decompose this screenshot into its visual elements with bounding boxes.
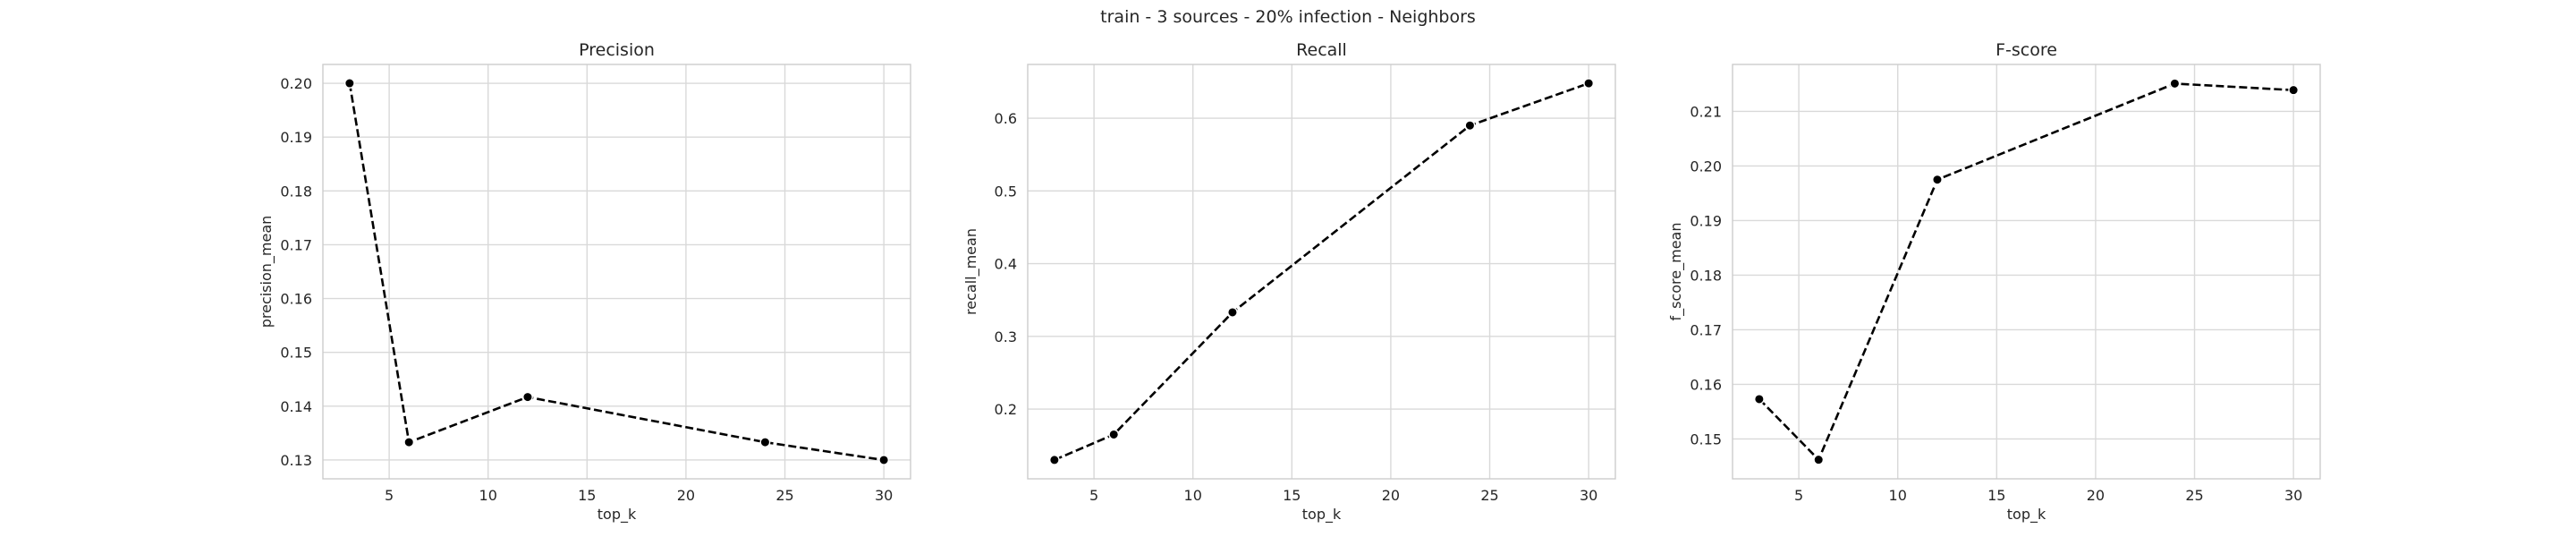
data-point	[1464, 120, 1476, 132]
x-tick-label: 20	[1382, 487, 1400, 504]
x-tick-label: 20	[677, 487, 695, 504]
x-tick-label: 10	[1889, 487, 1907, 504]
x-axis-label: top_k	[597, 506, 637, 524]
x-tick-label: 15	[1283, 487, 1301, 504]
y-tick-label: 0.20	[280, 75, 312, 92]
y-tick-label: 0.15	[280, 345, 312, 362]
y-axis-label: precision_mean	[258, 216, 275, 328]
y-tick-label: 0.17	[1690, 321, 1722, 338]
y-tick-label: 0.6	[995, 110, 1017, 127]
data-point	[1583, 78, 1595, 90]
data-point	[878, 455, 890, 465]
y-tick-label: 0.21	[1690, 103, 1722, 120]
y-tick-label: 0.18	[280, 183, 312, 200]
figure-title: train - 3 sources - 20% infection - Neig…	[1100, 7, 1476, 27]
data-point	[1932, 174, 1943, 185]
chart-title: F-score	[1996, 40, 2057, 60]
y-axis-label: f_score_mean	[1667, 223, 1685, 321]
x-tick-label: 30	[1580, 487, 1597, 504]
data-point	[759, 437, 771, 448]
y-tick-label: 0.5	[995, 183, 1017, 200]
y-tick-label: 0.20	[1690, 158, 1722, 175]
x-axis-label: top_k	[2007, 506, 2046, 524]
axes-frame	[1027, 64, 1616, 480]
y-tick-label: 0.4	[995, 256, 1017, 273]
y-tick-label: 0.16	[280, 291, 312, 308]
data-point	[1108, 429, 1120, 440]
y-tick-label: 0.13	[280, 452, 312, 469]
x-tick-label: 20	[2087, 487, 2105, 504]
x-tick-label: 5	[1794, 487, 1803, 504]
data-point	[403, 437, 415, 448]
y-tick-label: 0.16	[1690, 376, 1722, 393]
x-tick-label: 30	[875, 487, 893, 504]
series-line	[1758, 82, 2294, 462]
axes-frame	[1732, 64, 2321, 480]
x-tick-label: 25	[775, 487, 793, 504]
x-tick-label: 30	[2284, 487, 2302, 504]
x-tick-label: 25	[1480, 487, 1498, 504]
x-tick-label: 25	[2185, 487, 2203, 504]
data-point	[343, 78, 355, 89]
x-tick-label: 10	[479, 487, 497, 504]
y-tick-label: 0.3	[995, 328, 1017, 345]
chart-title: Precision	[579, 40, 655, 60]
y-tick-label: 0.17	[280, 236, 312, 253]
x-axis-label: top_k	[1302, 506, 1342, 524]
data-point	[2288, 84, 2300, 96]
data-point	[1753, 394, 1765, 405]
data-point	[1813, 454, 1825, 465]
x-tick-label: 10	[1184, 487, 1202, 504]
data-point	[2169, 78, 2181, 90]
data-point	[1048, 454, 1060, 465]
y-tick-label: 0.14	[280, 398, 312, 415]
x-tick-label: 5	[1089, 487, 1098, 504]
y-tick-label: 0.19	[280, 129, 312, 146]
chart-title: Recall	[1296, 40, 1347, 60]
y-axis-label: recall_mean	[962, 228, 980, 315]
data-point	[522, 391, 533, 403]
x-tick-label: 5	[385, 487, 394, 504]
x-tick-label: 15	[1987, 487, 2005, 504]
data-point	[1227, 307, 1238, 318]
x-tick-label: 15	[578, 487, 596, 504]
y-tick-label: 0.15	[1690, 430, 1722, 448]
y-tick-label: 0.19	[1690, 212, 1722, 229]
y-tick-label: 0.18	[1690, 267, 1722, 284]
y-tick-label: 0.2	[995, 401, 1017, 418]
axes-frame	[322, 64, 911, 480]
